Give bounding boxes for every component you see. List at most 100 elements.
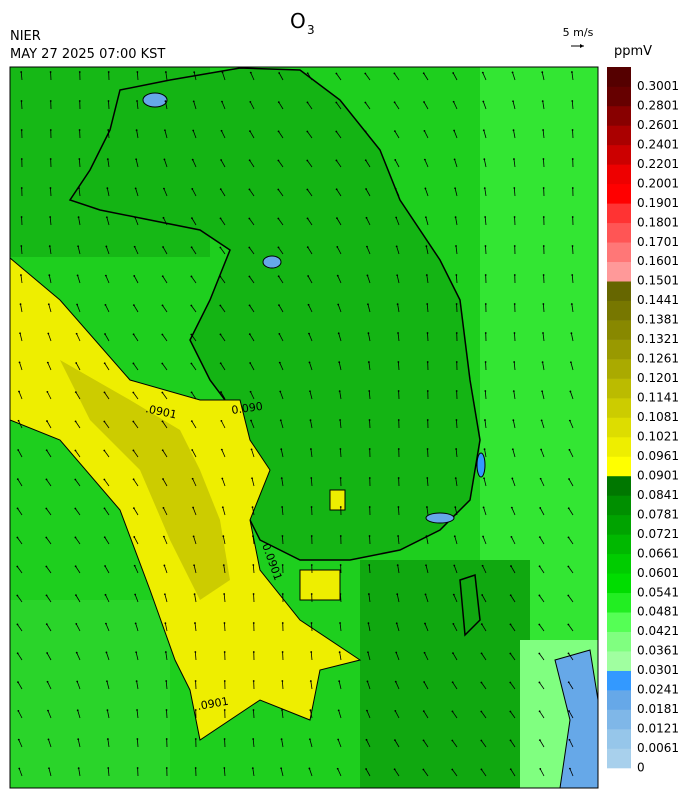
colorbar-label: 0.0961 — [637, 449, 679, 463]
wind-arrow — [394, 102, 400, 110]
arrow-head — [107, 129, 110, 131]
wind-arrow — [511, 507, 516, 516]
arrow-head — [47, 332, 50, 335]
arrow-head — [455, 303, 458, 305]
arrow-head — [339, 564, 342, 566]
wind-arrow — [249, 333, 255, 342]
arrow-head — [223, 680, 226, 682]
wind-arrow — [368, 390, 371, 400]
arrow-head — [396, 274, 399, 277]
datetime: MAY 27 2025 07:00 KST — [10, 47, 165, 62]
arrow-head — [78, 187, 80, 189]
arrow-head — [394, 187, 397, 190]
colorbar-label: 0.0781 — [637, 507, 679, 521]
wind-arrow — [105, 246, 110, 255]
arrow-head — [567, 594, 570, 597]
wind-arrow — [220, 391, 226, 400]
wind-arrow — [541, 391, 545, 400]
arrow-head — [251, 477, 253, 480]
wind-arrow — [454, 159, 458, 168]
wind-arrow — [46, 566, 52, 574]
wind-arrow — [542, 362, 545, 371]
arrow-head — [510, 506, 513, 509]
colorbar-unit: ppmV — [614, 44, 652, 59]
arrow-head — [513, 245, 516, 247]
wind-arrow — [567, 595, 574, 603]
arrow-head — [281, 535, 284, 537]
wind-arrow — [278, 72, 284, 81]
wind-arrow — [571, 304, 574, 313]
wind-arrow — [452, 711, 458, 719]
arrow-head — [106, 158, 109, 160]
colorbar-label: 0 — [637, 761, 645, 775]
arrow-head — [509, 768, 512, 771]
wind-arrow — [162, 478, 168, 487]
colorbar-box — [607, 592, 631, 613]
arrow-head — [426, 361, 429, 363]
wind-arrow — [307, 246, 313, 255]
arrow-head — [397, 361, 400, 363]
wind-arrow — [281, 507, 284, 516]
wind-arrow — [510, 740, 516, 748]
wind-arrow — [455, 217, 458, 226]
arrow-head — [136, 738, 139, 740]
wind-arrow — [76, 681, 81, 690]
colorbar-box — [607, 690, 631, 710]
arrow-head — [368, 535, 371, 537]
arrow-head — [192, 535, 195, 538]
arrow-head — [104, 303, 107, 306]
wind-arrow — [192, 130, 197, 139]
wind-arrow — [338, 710, 342, 719]
arrow-head — [367, 651, 369, 654]
arrow-head — [306, 130, 309, 133]
arrow-head — [339, 622, 341, 624]
arrow-head — [221, 100, 223, 103]
map — [10, 67, 598, 788]
colorbar-label: 0.0601 — [637, 566, 679, 580]
wind-arrow — [367, 304, 371, 313]
wind-arrow — [484, 217, 487, 226]
arrow-head — [164, 651, 167, 653]
colorbar-label: 0.2001 — [637, 176, 679, 190]
wind-arrow — [18, 391, 23, 400]
wind-arrow — [336, 73, 342, 81]
wind-arrow — [340, 448, 342, 458]
arrow-head — [484, 245, 487, 247]
arrow-head — [310, 477, 313, 479]
colorbar-label: 0.0481 — [637, 605, 679, 619]
wind-arrow — [74, 479, 81, 487]
wind-arrow — [368, 333, 371, 342]
wind-arrow — [104, 479, 110, 487]
wind-arrow — [165, 680, 168, 690]
wind-arrow — [395, 681, 400, 690]
wind-arrow — [277, 218, 284, 226]
wind-arrow — [279, 391, 284, 400]
wind-arrow — [133, 479, 139, 487]
wind-arrow — [423, 101, 429, 110]
arrow-head — [223, 651, 226, 653]
colorbar-box — [607, 261, 631, 282]
arrow-head — [49, 71, 52, 73]
wind-arrow — [135, 623, 139, 632]
wind-arrow — [339, 391, 342, 400]
arrow-head — [571, 274, 574, 276]
arrow-head — [306, 101, 309, 104]
arrow-head — [278, 361, 281, 364]
arrow-head — [106, 738, 109, 740]
wind-arrow — [278, 101, 284, 110]
arrow-head — [47, 303, 50, 306]
arrow-head — [426, 332, 429, 334]
arrow-head — [455, 448, 458, 450]
arrow-head — [277, 246, 280, 249]
arrow-head — [542, 245, 545, 247]
wind-arrow — [365, 102, 371, 110]
arrow-head — [455, 361, 458, 363]
wind-arrow — [337, 768, 342, 777]
wind-arrow — [365, 768, 371, 777]
arrow-head — [278, 332, 281, 335]
arrow-head — [425, 564, 427, 567]
arrow-head — [513, 303, 516, 305]
arrow-head — [426, 477, 429, 479]
wind-arrow — [395, 652, 400, 661]
arrow-head — [106, 709, 109, 712]
